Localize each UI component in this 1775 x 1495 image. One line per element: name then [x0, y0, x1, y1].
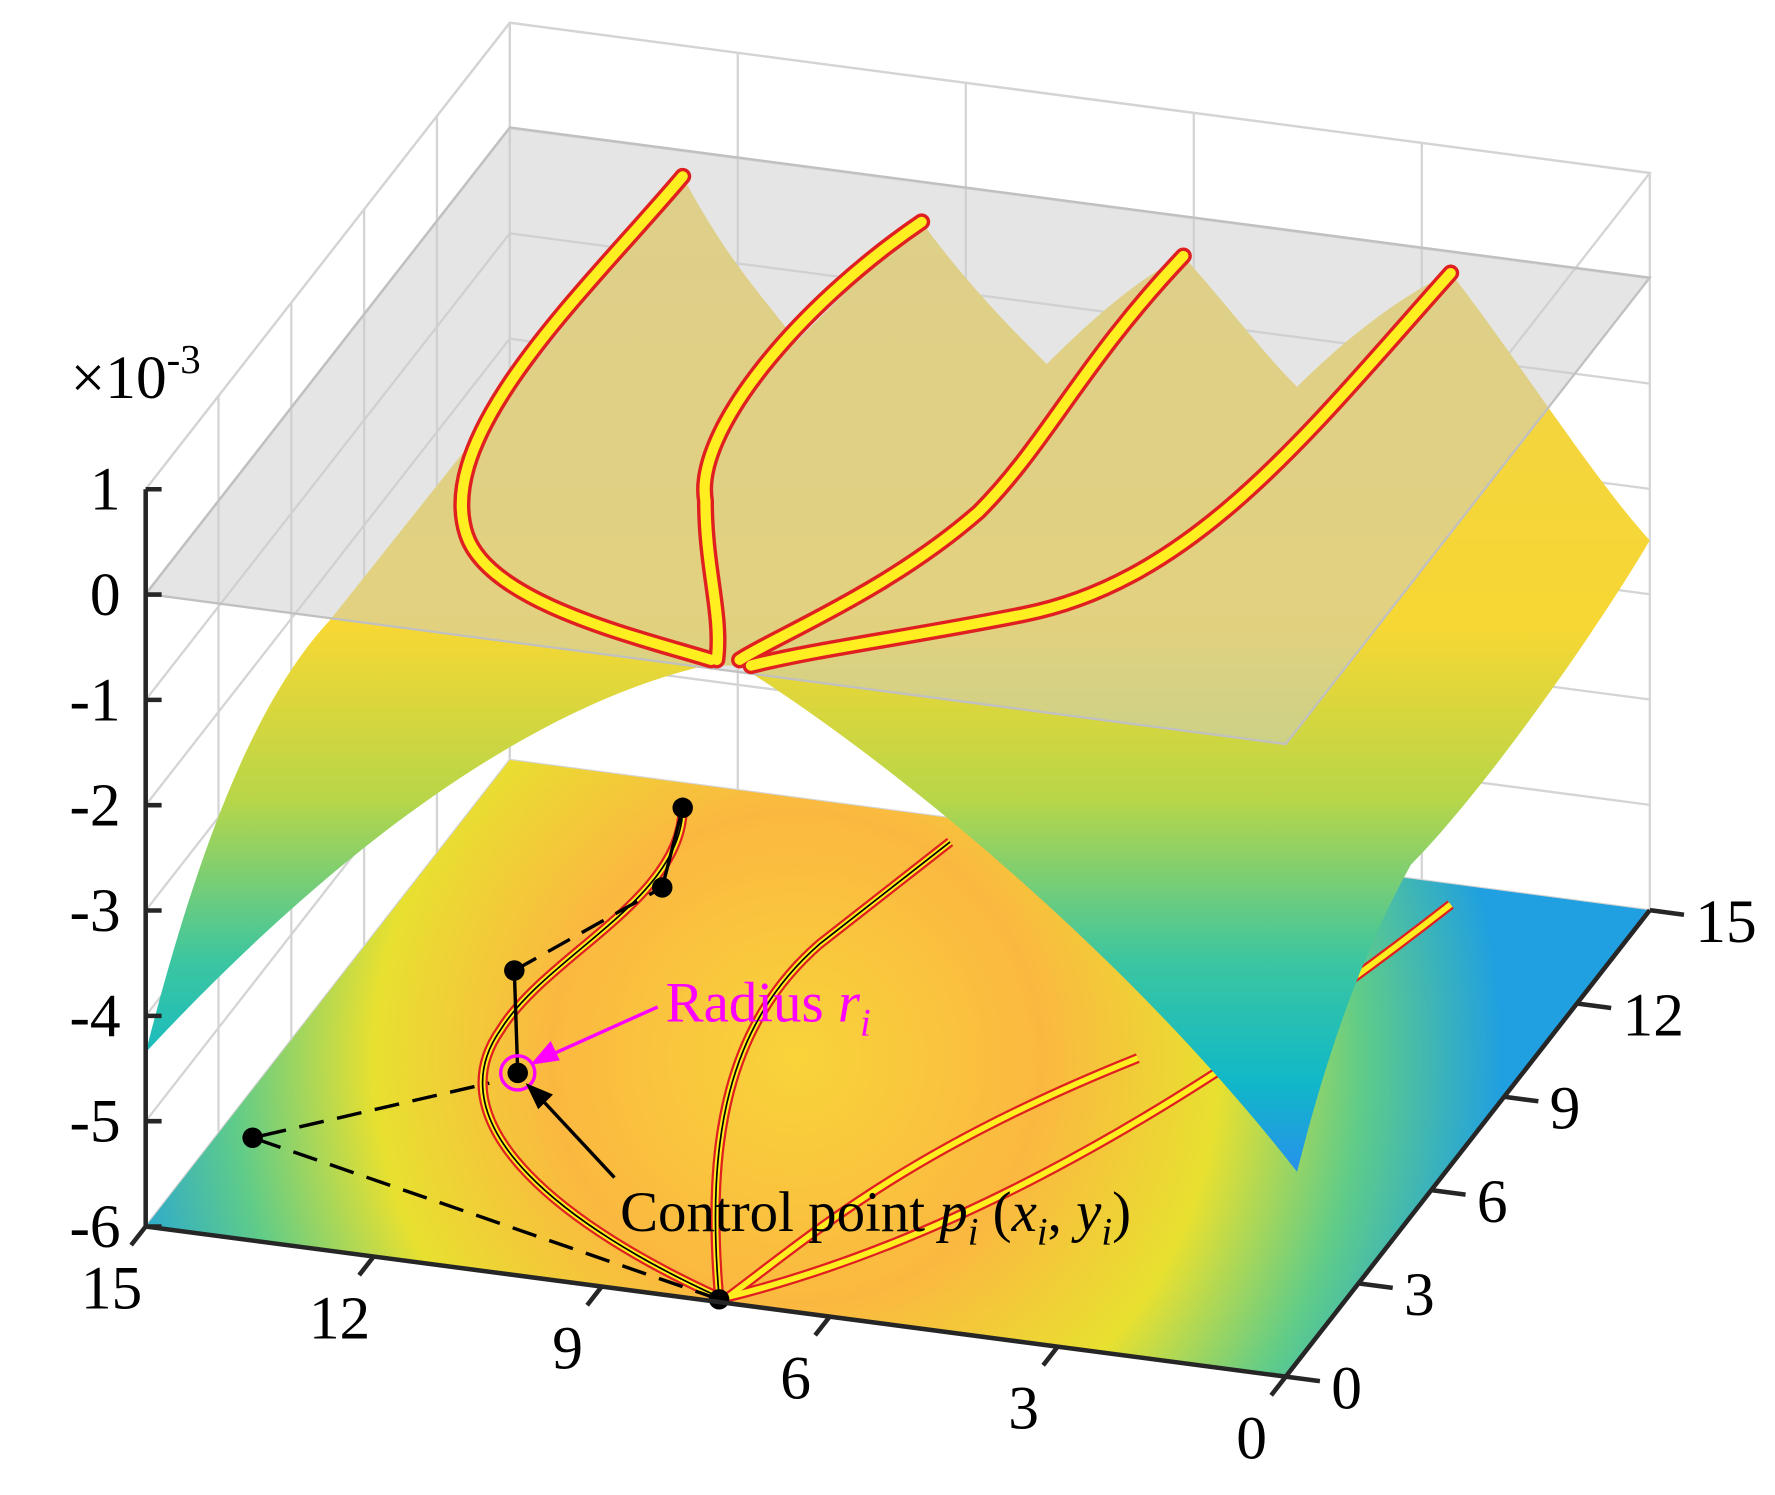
- x-tick-label: 12: [309, 1284, 370, 1352]
- x-tick-label: 15: [81, 1254, 142, 1322]
- exponent-power: -3: [167, 337, 201, 382]
- y-tick-label: 0: [1331, 1355, 1362, 1423]
- radius-annotation: Radius ri: [666, 972, 871, 1045]
- y-tick-label: 15: [1695, 888, 1756, 956]
- y-tick-label: 6: [1477, 1168, 1508, 1236]
- z-tick-label: 1: [90, 456, 121, 524]
- y-tick: [1503, 1094, 1539, 1104]
- x-tick-label: 3: [1008, 1375, 1039, 1443]
- x-tick: [813, 1315, 832, 1337]
- annotation-part: i: [860, 1002, 871, 1044]
- annotation-part: i: [968, 1212, 979, 1254]
- x-tick: [585, 1285, 604, 1307]
- annotation-part: ): [1112, 1181, 1131, 1244]
- annotation-part: i: [1037, 1212, 1048, 1254]
- x-tick-label: 6: [780, 1345, 811, 1413]
- z-exponent: ×10-3: [71, 337, 201, 412]
- exponent-base: ×10: [71, 344, 167, 412]
- y-tick: [1358, 1281, 1394, 1291]
- x-tick-label: 0: [1236, 1405, 1267, 1473]
- control-polygon: [242, 797, 730, 1310]
- x-axis-line: [145, 1224, 1287, 1379]
- y-tick-label: 9: [1550, 1075, 1581, 1143]
- x-tick-label: 9: [552, 1314, 583, 1382]
- y-axis-line: [1283, 908, 1652, 1379]
- annotation-part: Radius: [666, 972, 838, 1035]
- annotation-part: ,: [1048, 1181, 1076, 1244]
- annotation-part: x: [1011, 1181, 1037, 1244]
- y-tick-label: 3: [1404, 1261, 1435, 1329]
- annotation-part: y: [1071, 1181, 1102, 1244]
- y-tick: [1431, 1187, 1466, 1197]
- x-tick: [129, 1225, 148, 1247]
- y-tick: [1649, 907, 1685, 917]
- z-tick-label: -4: [69, 982, 120, 1050]
- z-tick-label: -5: [69, 1088, 120, 1156]
- z-tick-label: -1: [69, 666, 120, 734]
- annotation-part: (: [978, 1181, 1011, 1244]
- control-point-annotation: Control point pi (xi, yi): [620, 1181, 1131, 1254]
- z-tick-label: 0: [90, 561, 121, 629]
- annotation-part: i: [1101, 1212, 1112, 1254]
- y-tick-label: 12: [1622, 981, 1683, 1049]
- y-tick: [1576, 1001, 1612, 1011]
- x-tick: [1269, 1375, 1288, 1397]
- x-tick: [357, 1255, 376, 1277]
- annotation-part: p: [935, 1181, 967, 1244]
- annotation-part: r: [838, 972, 861, 1035]
- z-tick-label: -6: [69, 1193, 120, 1261]
- x-tick: [1041, 1345, 1060, 1367]
- y-tick: [1285, 1374, 1321, 1384]
- surface-curves: [453, 167, 1460, 675]
- z-tick-label: -3: [69, 877, 120, 945]
- annotation-part: Control point: [620, 1181, 939, 1244]
- z-tick-label: -2: [69, 772, 120, 840]
